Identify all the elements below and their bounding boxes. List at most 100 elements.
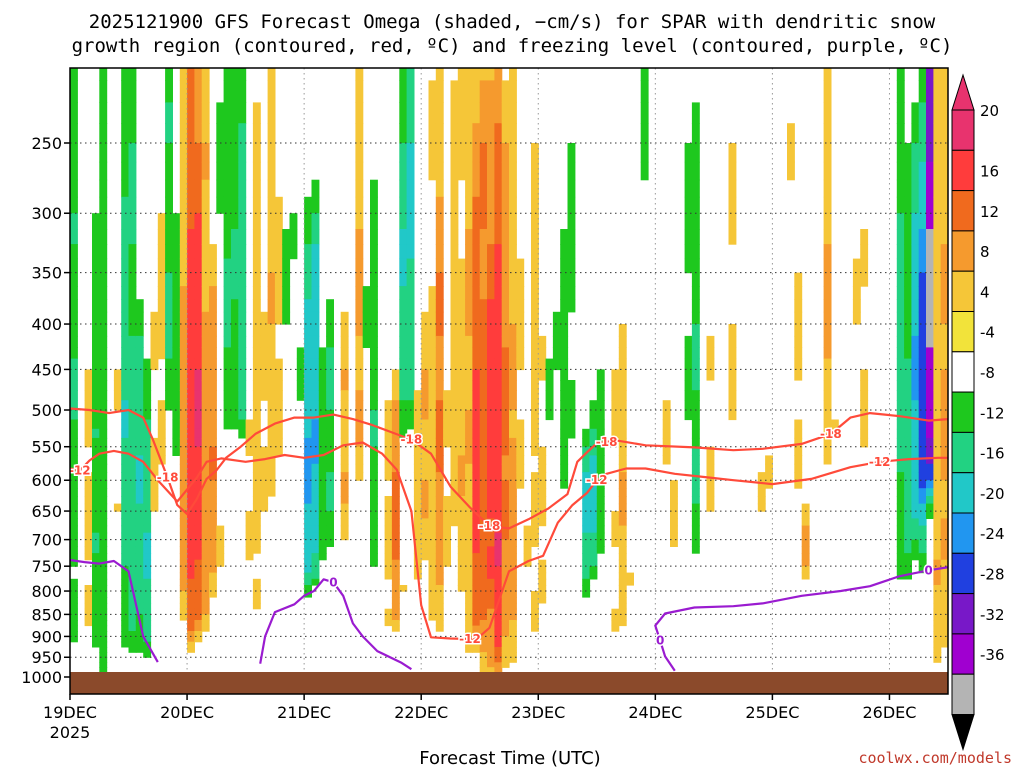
omega-cell <box>399 244 408 260</box>
omega-cell <box>618 488 627 497</box>
omega-cell <box>223 390 232 401</box>
omega-cell <box>918 463 927 473</box>
omega-cell <box>274 428 283 439</box>
omega-cell <box>245 511 254 519</box>
omega-cell <box>494 369 503 381</box>
omega-cell <box>99 539 108 547</box>
omega-cell <box>209 299 217 313</box>
omega-cell <box>589 437 598 448</box>
omega-cell <box>611 390 620 401</box>
omega-cell <box>143 647 152 653</box>
omega-cell <box>794 446 803 456</box>
omega-cell <box>443 400 451 411</box>
omega-cell <box>238 80 247 103</box>
omega-cell <box>187 602 195 610</box>
omega-cell <box>252 419 261 430</box>
omega-cell <box>794 347 803 360</box>
omega-cell <box>479 614 488 621</box>
omega-cell <box>435 400 444 411</box>
omega-cell <box>194 272 203 287</box>
omega-cell <box>691 503 700 512</box>
omega-cell <box>92 311 100 325</box>
omega-cell <box>618 614 627 621</box>
omega-cell <box>201 123 210 144</box>
omega-cell <box>92 419 100 430</box>
omega-cell <box>318 488 327 497</box>
omega-cell <box>589 410 598 421</box>
omega-cell <box>940 380 948 391</box>
omega-cell <box>187 286 195 300</box>
colorbar-label: 8 <box>980 243 990 261</box>
omega-cell <box>128 161 137 181</box>
omega-cell <box>326 299 334 313</box>
omega-cell <box>501 286 510 300</box>
omega-cell <box>757 472 766 481</box>
omega-cell <box>70 446 78 456</box>
omega-cell <box>282 229 291 245</box>
omega-cell <box>421 410 430 421</box>
omega-cell <box>179 472 188 481</box>
omega-cell <box>684 196 693 214</box>
omega-cell <box>201 229 210 245</box>
omega-cell <box>135 463 144 473</box>
omega-cell <box>157 324 166 337</box>
omega-cell <box>926 511 934 519</box>
omega-cell <box>465 572 473 580</box>
omega-cell <box>494 213 503 230</box>
omega-cell <box>618 358 627 371</box>
omega-cell <box>494 662 503 668</box>
omega-cell <box>933 488 942 497</box>
omega-cell <box>487 597 495 604</box>
omega-cell <box>911 258 920 274</box>
omega-cell <box>589 472 598 481</box>
omega-cell <box>450 472 459 481</box>
omega-cell <box>399 229 408 245</box>
omega-cell <box>121 410 130 421</box>
omega-cell <box>538 597 547 604</box>
omega-cell <box>326 428 334 439</box>
omega-cell <box>728 369 737 381</box>
omega-cell <box>150 311 159 325</box>
omega-cell <box>311 472 320 481</box>
colorbar-label: 4 <box>980 283 990 301</box>
omega-cell <box>501 631 510 637</box>
omega-cell <box>252 213 261 230</box>
omega-cell <box>70 324 78 337</box>
omega-cell <box>318 380 327 391</box>
omega-cell <box>465 428 473 439</box>
omega-cell <box>209 572 217 580</box>
omega-cell <box>926 286 934 300</box>
omega-cell <box>662 446 671 456</box>
omega-cell <box>92 614 100 621</box>
omega-cell <box>84 472 93 481</box>
omega-cell <box>428 463 437 473</box>
omega-cell <box>501 419 510 430</box>
omega-cell <box>384 496 393 505</box>
omega-cell <box>304 410 312 421</box>
omega-cell <box>128 258 137 274</box>
omega-cell <box>384 608 393 615</box>
omega-cell <box>128 591 137 598</box>
omega-cell <box>560 286 569 300</box>
omega-cell <box>179 258 188 274</box>
omega-cell <box>479 597 488 604</box>
omega-cell <box>560 480 569 489</box>
omega-cell <box>611 419 620 430</box>
omega-cell <box>472 244 481 260</box>
omega-cell <box>706 369 715 381</box>
omega-cell <box>267 258 276 274</box>
omega-cell <box>370 400 378 411</box>
omega-cell <box>370 179 378 198</box>
omega-cell <box>311 437 320 448</box>
omega-cell <box>70 196 78 214</box>
omega-cell <box>494 437 503 448</box>
omega-cell <box>618 419 627 430</box>
omega-cell <box>121 68 130 81</box>
omega-cell <box>70 546 78 554</box>
omega-cell <box>99 657 108 663</box>
omega-cell <box>896 123 905 144</box>
omega-cell <box>501 463 510 473</box>
omega-cell <box>487 503 495 512</box>
omega-cell <box>904 272 912 287</box>
